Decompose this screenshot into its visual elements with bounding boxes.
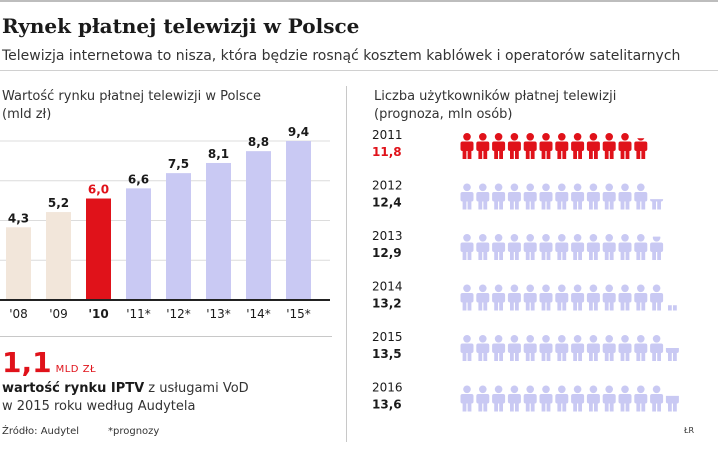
pictogram-row (460, 133, 648, 159)
pictogram-row (460, 284, 677, 311)
bar-0 (6, 227, 31, 300)
bar-category-label: '12* (166, 307, 191, 321)
bar-value-label: 8,8 (248, 135, 269, 149)
iptv-desc-rest: z usługami VoD (144, 381, 249, 396)
header: Rynek płatnej telewizji w Polsce Telewiz… (0, 0, 718, 71)
pictogram-value: 12,9 (372, 246, 402, 260)
pictogram-value: 13,5 (372, 347, 402, 361)
bar-chart-label-line1: Wartość rynku płatnej telewizji w Polsce (2, 89, 261, 104)
bar-category-label: '14* (246, 307, 271, 321)
bar-value-label: 9,4 (288, 125, 309, 139)
pictogram-year: 2011 (372, 128, 403, 142)
bar-category-label: '11* (126, 307, 151, 321)
bar-4 (166, 173, 191, 300)
pictogram-year: 2013 (372, 229, 403, 243)
bar-7 (286, 141, 311, 300)
iptv-desc-line2: w 2015 roku według Audytela (2, 399, 196, 414)
pictogram-year: 2016 (372, 381, 403, 395)
author-credit: ŁR (684, 426, 695, 435)
bar-category-label: '13* (206, 307, 231, 321)
page-subtitle: Telewizja internetowa to nisza, która bę… (2, 48, 681, 64)
bar-category-label: '15* (286, 307, 311, 321)
pictogram-row (460, 385, 679, 412)
pictogram-value: 13,6 (372, 398, 402, 412)
bar-category-label: '08 (9, 307, 28, 321)
bar-value-label: 4,3 (8, 211, 29, 225)
iptv-description: wartość rynku IPTV z usługami VoD w 2015… (2, 380, 322, 416)
pictogram-value: 11,8 (372, 145, 402, 159)
pictogram-year: 2015 (372, 330, 403, 344)
bar-value-label: 5,2 (48, 196, 69, 210)
pictogram-year: 2012 (372, 179, 403, 193)
source-note: Źródło: Audytel (2, 426, 80, 437)
iptv-desc-bold: wartość rynku IPTV (2, 381, 145, 396)
bar-value-label: 8,1 (208, 147, 229, 161)
pictogram-year: 2014 (372, 280, 403, 294)
pictogram-value: 13,2 (372, 297, 402, 311)
iptv-unit: MLD ZŁ (55, 364, 97, 375)
bar-chart-label-line2: (mld zł) (2, 107, 52, 122)
bar-chart: 4,3 '08 5,2 '09 6,0 '10 6,6 '11* 7,5 '12* 8,1 '13* 8… (0, 125, 330, 321)
forecast-note: *prognozy (108, 426, 160, 437)
pictogram-label-line2: (prognoza, mln osób) (374, 107, 513, 122)
bar-value-label: 6,6 (128, 172, 149, 186)
page-title: Rynek płatnej telewizji w Polsce (2, 14, 360, 38)
bar-5 (206, 162, 231, 300)
bottom-divider (0, 336, 332, 337)
bar-category-label: '09 (49, 307, 68, 321)
bar-chart-label: Wartość rynku płatnej telewizji w Polsce… (2, 88, 332, 124)
bar-category-label: '10 (88, 307, 108, 321)
iptv-value: 1,1 (2, 346, 52, 379)
bar-6 (246, 151, 271, 300)
bar-3 (126, 188, 151, 300)
pictogram-label-line1: Liczba użytkowników płatnej telewizji (374, 89, 617, 104)
bar-2 (86, 198, 111, 300)
bar-value-label: 7,5 (168, 157, 189, 171)
pictogram-chart: 2011 11,8 2012 12,4 2013 12,9 2014 13,2 2015 13,5… (372, 128, 679, 412)
pictogram-row (460, 335, 679, 361)
pictogram-row (460, 183, 664, 210)
iptv-highlight: 1,1 MLD ZŁ (2, 346, 96, 379)
bar-value-label: 6,0 (88, 183, 109, 197)
pictogram-row (460, 234, 664, 260)
pictogram-label: Liczba użytkowników płatnej telewizji (p… (374, 88, 694, 124)
bar-1 (46, 212, 71, 300)
panel-divider (346, 86, 347, 442)
pictogram-value: 12,4 (372, 196, 402, 210)
